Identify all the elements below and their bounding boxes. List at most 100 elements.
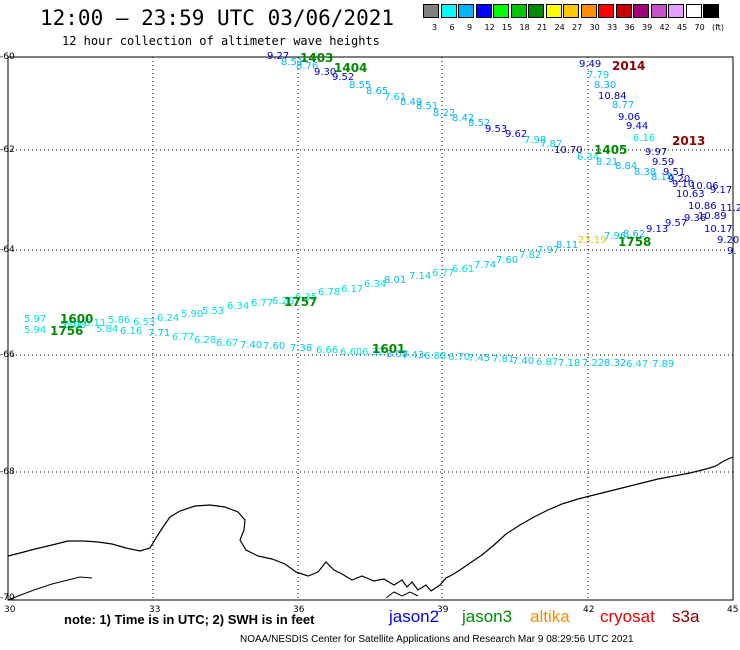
wave-height-label: 8.55 <box>349 80 372 91</box>
legend-swatch <box>493 4 509 18</box>
wave-height-label: 6.03 <box>64 320 87 331</box>
wave-height-label: 10.86 <box>688 201 717 212</box>
wave-height-label: 8.38 <box>634 167 657 178</box>
pass-time-label: 1757 <box>284 295 318 309</box>
wave-height-label: 23.19 <box>578 235 607 246</box>
lon-label: 39 <box>437 605 449 615</box>
wave-height-label: 9.51 <box>663 167 686 178</box>
wave-height-label: 8.22 <box>433 108 456 119</box>
wave-height-label: 9.97 <box>645 147 668 158</box>
legend-label: 70 <box>694 23 705 32</box>
legend-swatch <box>440 4 457 18</box>
wave-height-label: 10.89 <box>698 211 727 222</box>
pass-time-label: 1601 <box>372 342 406 356</box>
wave-height-label: 8.77 <box>612 100 635 111</box>
legend-swatch <box>580 4 597 18</box>
antarctic-coastline <box>7 456 734 592</box>
legend-swatch <box>545 4 562 18</box>
wave-height-label: 7.45 <box>468 353 491 364</box>
lat-label: -70 <box>0 593 15 603</box>
wave-height-label: 9.57 <box>665 218 688 229</box>
wave-height-label: 8.01 <box>384 275 407 286</box>
legend-label: 3 <box>432 23 438 32</box>
legend-label: 9 <box>467 23 473 32</box>
satellite-legend-jason3: jason3 <box>462 607 513 626</box>
wave-height-label: 7.40 <box>512 356 535 367</box>
wave-height-label: 6.66 <box>316 345 339 356</box>
legend-swatch <box>615 4 632 18</box>
wave-height-label: 5.94 <box>24 325 47 336</box>
legend-label: 15 <box>502 23 513 32</box>
wave-height-label: 7.60 <box>263 341 286 352</box>
legend-swatch <box>633 4 649 18</box>
wave-height-label: 5.86 <box>108 315 131 326</box>
wave-height-label: 6.11 <box>84 318 107 329</box>
wave-height-label: 7.98 <box>524 135 547 146</box>
wave-height-label: 6.34 <box>227 301 250 312</box>
pass-time-label: 1600 <box>60 312 94 326</box>
wave-height-label: 6.77 <box>432 268 455 279</box>
wave-height-label: 5.84 <box>96 324 119 335</box>
satellite-legend-altika: altika <box>530 607 570 626</box>
wave-height-label: 10.17 <box>704 224 733 235</box>
wave-height-label: 8.76 <box>296 61 319 72</box>
wave-height-label: 10.84 <box>598 91 627 102</box>
lat-label: -60 <box>0 52 15 62</box>
wave-height-label: 6.35 <box>295 292 318 303</box>
legend-swatch <box>685 4 702 18</box>
legend-label: 27 <box>572 23 583 32</box>
wave-height-label: 8.51 <box>416 101 439 112</box>
wave-height-label: 6.88 <box>424 351 447 362</box>
map-frame <box>7 56 734 601</box>
legend-swatch <box>598 4 614 18</box>
wave-height-label: 8.49 <box>400 97 423 108</box>
pass-time-label: 2013 <box>672 134 706 148</box>
wave-height-label: 6.78 <box>318 287 341 298</box>
pass-time-label: 1756 <box>50 324 84 338</box>
wave-height-label: 6.70 <box>448 352 471 363</box>
wave-height-label: 8.18 <box>651 172 674 183</box>
wave-height-label: 7.60 <box>496 255 519 266</box>
wave-height-label: 8.08 <box>386 349 409 360</box>
satellite-legend-s3a: s3a <box>672 607 700 626</box>
wave-height-label: 7.22 <box>582 358 605 369</box>
wave-height-label: 7.96 <box>604 231 627 242</box>
legend-label: 45 <box>677 23 688 32</box>
wave-height-label: 6.28 <box>194 335 217 346</box>
wave-height-label: 6.26 <box>272 296 295 307</box>
wave-height-label: 9.10 <box>672 179 695 190</box>
legend-label: 42 <box>659 23 670 32</box>
wave-height-label: 6.24 <box>157 313 180 324</box>
satellite-legend-jason2: jason2 <box>389 607 440 626</box>
wave-height-label: 7.97 <box>537 245 560 256</box>
footer-credit: NOAA/NESDIS Center for Satellite Applica… <box>240 634 634 645</box>
legend-label: 21 <box>537 23 548 32</box>
lat-label: -62 <box>0 145 15 155</box>
wave-height-label: 6.53 <box>133 317 156 328</box>
pass-time-label: 2014 <box>612 59 646 73</box>
legend-label: 18 <box>519 23 530 32</box>
wave-height-label: 5.97 <box>24 314 47 325</box>
legend-label: 36 <box>624 23 635 32</box>
wave-height-label: 10.70 <box>554 145 583 156</box>
wave-height-label: 6.47 <box>626 359 649 370</box>
wave-height-label: 9.20 <box>668 174 691 185</box>
legend-swatch <box>528 4 544 18</box>
legend-swatch <box>703 4 719 18</box>
wave-height-label: 6.34 <box>364 279 387 290</box>
wave-height-label: 7.43 <box>402 350 425 361</box>
legend-swatch <box>458 4 474 18</box>
wave-height-label: 6.61 <box>452 264 475 275</box>
wave-height-label: 7.18 <box>558 358 581 369</box>
wave-height-label: 9.59 <box>652 157 675 168</box>
wave-height-label: 7.82 <box>519 250 542 261</box>
grid-lines <box>8 57 733 600</box>
legend-label: (ft) <box>712 23 725 32</box>
wave-height-label: 6.17 <box>341 284 364 295</box>
wave-height-label: 8.52 <box>468 118 491 129</box>
wave-height-label: 8.32 <box>604 358 627 369</box>
wave-height-label: 9.13 <box>646 224 669 235</box>
map-subtitle: 12 hour collection of altimeter wave hei… <box>62 34 380 48</box>
lon-label: 45 <box>727 605 739 615</box>
